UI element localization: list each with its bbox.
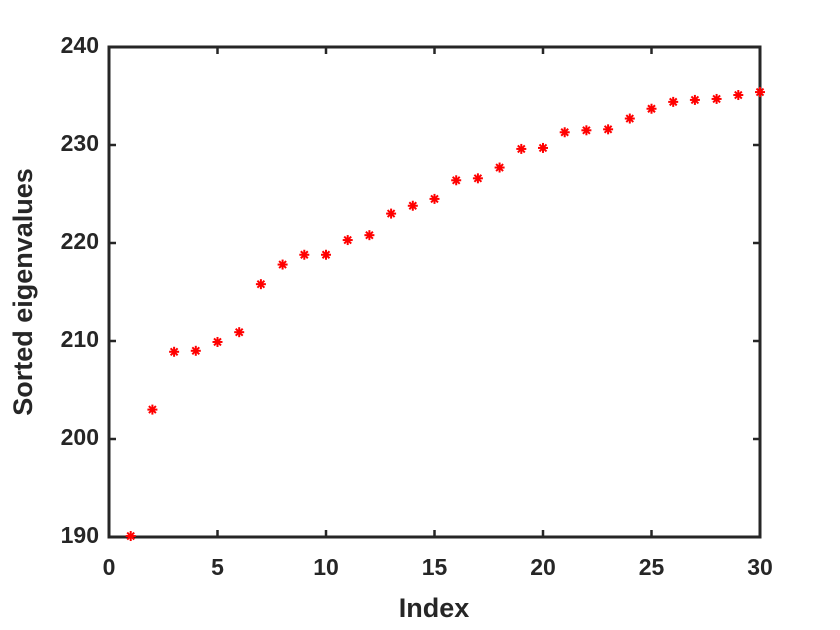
point [581,125,592,136]
point [689,94,700,105]
point [407,200,418,211]
point-stroke [755,87,765,97]
point-stroke [690,95,700,105]
x-axis-label: Index [399,593,470,623]
point [299,249,310,260]
point [234,327,245,338]
point-stroke [538,143,548,153]
x-tick-label: 20 [530,554,556,580]
point [255,279,266,290]
x-tick-label: 25 [639,554,665,580]
point-stroke [148,405,157,414]
point [147,404,158,415]
point [212,336,223,347]
point-stroke [234,327,244,337]
y-tick-label: 210 [61,326,99,352]
point-stroke [473,174,483,183]
point [559,127,570,138]
point [429,193,440,204]
y-tick-label: 190 [61,522,99,548]
point-stroke [560,128,569,137]
y-tick-label: 200 [61,424,99,450]
point-stroke [603,125,613,134]
point-stroke [321,250,331,259]
y-tick-label: 240 [61,32,99,58]
point [733,90,744,101]
point [668,96,679,107]
point-stroke [191,346,201,356]
point-stroke [386,209,396,218]
point-stroke [169,347,179,356]
point-stroke [256,279,266,289]
point-stroke [365,230,374,240]
point-stroke [408,201,418,210]
point-stroke [582,126,591,135]
point [125,531,136,542]
point [342,235,353,246]
point-stroke [213,337,222,347]
point-stroke [343,235,352,245]
point [538,142,548,153]
point-stroke [495,163,504,172]
point-stroke [712,94,721,104]
y-axis-label: Sorted eigenvalues [8,168,38,416]
point [386,208,397,219]
point [190,345,201,356]
point-stroke [430,194,439,204]
point-stroke [126,531,135,541]
point-stroke [278,260,287,269]
x-tick-label: 30 [747,554,773,580]
point-stroke [668,97,678,107]
x-tick-label: 10 [313,554,339,580]
point [711,93,722,104]
point-stroke [734,90,743,100]
point [624,113,635,124]
point [646,103,657,114]
point [277,259,288,270]
point [321,249,331,260]
point [494,162,505,173]
point-stroke [451,176,461,185]
plot-frame [107,45,762,539]
point [169,346,180,357]
point-stroke [300,250,309,259]
x-tick-label: 0 [103,554,116,580]
x-tick-label: 5 [211,554,224,580]
point [755,87,765,98]
y-tick-label: 220 [61,228,99,254]
point [603,124,614,135]
point [516,143,527,154]
point [472,173,483,184]
y-tick-label: 230 [61,130,99,156]
x-tick-label: 15 [422,554,448,580]
point [364,230,375,241]
point-stroke [647,104,656,113]
point [451,175,462,186]
point-stroke [517,144,526,154]
point-stroke [625,114,635,123]
